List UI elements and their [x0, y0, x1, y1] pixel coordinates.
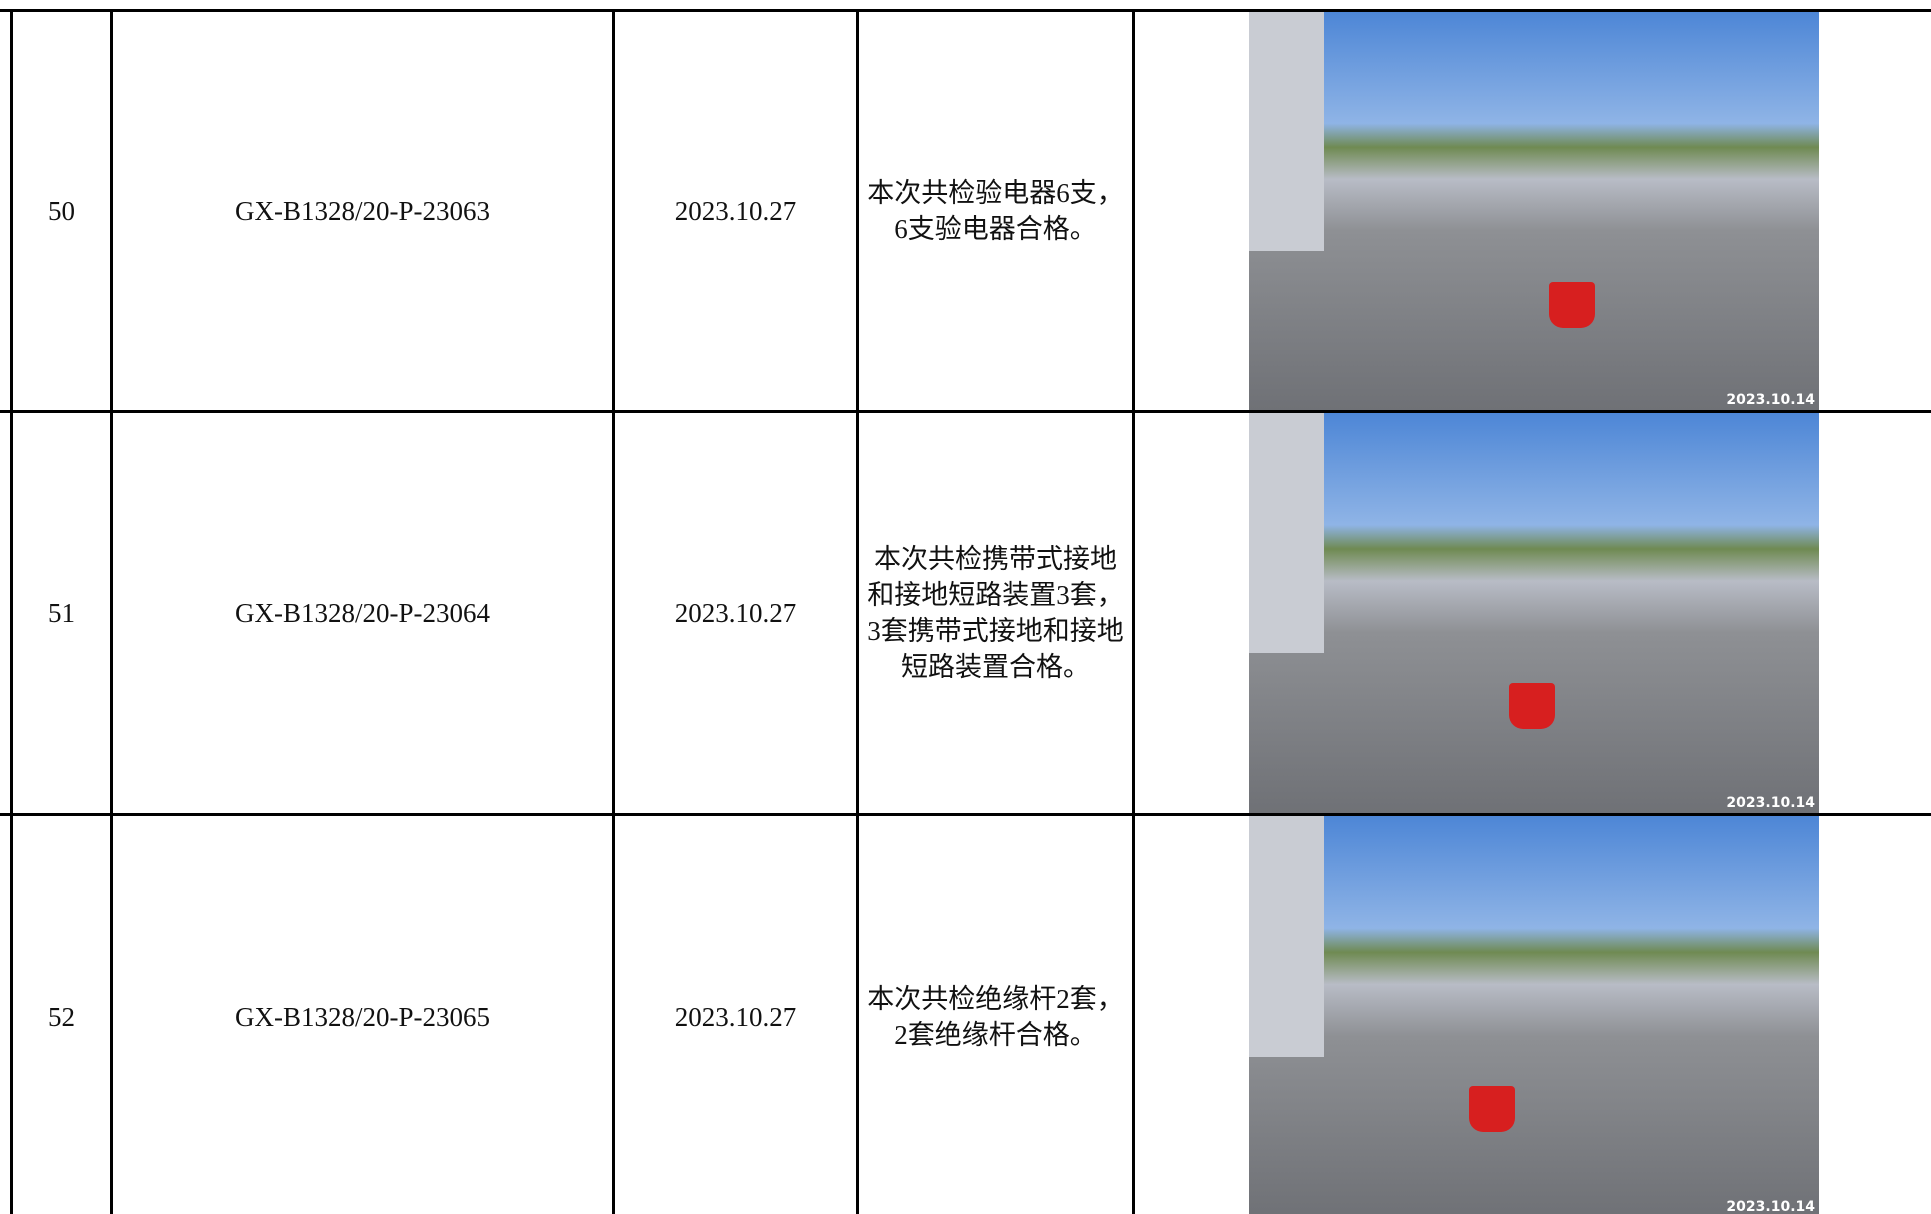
table-row: 52 GX-B1328/20-P-23065 2023.10.27 本次共检绝缘杆2套… [0, 813, 1931, 1214]
description-cell: 本次共检携带式接地和接地短路装置3套，3套携带式接地和接地短路装置合格。 [856, 413, 1132, 813]
date-cell: 2023.10.27 [612, 816, 856, 1214]
date-cell: 2023.10.27 [612, 413, 856, 813]
photo: 2023.10.14 [1249, 12, 1819, 410]
number-cell: 51 [10, 413, 110, 813]
photo-stamp: 2023.10.14 [1726, 1199, 1815, 1214]
date-cell: 2023.10.27 [612, 12, 856, 410]
description-cell: 本次共检绝缘杆2套，2套绝缘杆合格。 [856, 816, 1132, 1214]
photo-cell [1132, 12, 1931, 410]
description-cell: 本次共检验电器6支，6支验电器合格。 [856, 12, 1132, 410]
building [1249, 413, 1324, 653]
number-cell: 52 [10, 816, 110, 1214]
bucket [1509, 683, 1555, 729]
photo-cell [1132, 816, 1931, 1214]
table-row: 51 GX-B1328/20-P-23064 2023.10.27 本次共检携带式接地… [0, 410, 1931, 813]
code-cell: GX-B1328/20-P-23065 [110, 816, 612, 1214]
code-cell: GX-B1328/20-P-23063 [110, 12, 612, 410]
photo-stamp: 2023.10.14 [1726, 392, 1815, 408]
building [1249, 12, 1324, 251]
bucket [1549, 282, 1595, 328]
code-cell: GX-B1328/20-P-23064 [110, 413, 612, 813]
photo: 2023.10.14 [1249, 413, 1819, 813]
table-row: 50 GX-B1328/20-P-23063 2023.10.27 本次共检验电器6支… [0, 9, 1931, 410]
bucket [1469, 1086, 1515, 1132]
photo: 2023.10.14 [1249, 816, 1819, 1214]
number-cell: 50 [10, 12, 110, 410]
photo-stamp: 2023.10.14 [1726, 795, 1815, 811]
photo-cell [1132, 413, 1931, 813]
building [1249, 816, 1324, 1057]
